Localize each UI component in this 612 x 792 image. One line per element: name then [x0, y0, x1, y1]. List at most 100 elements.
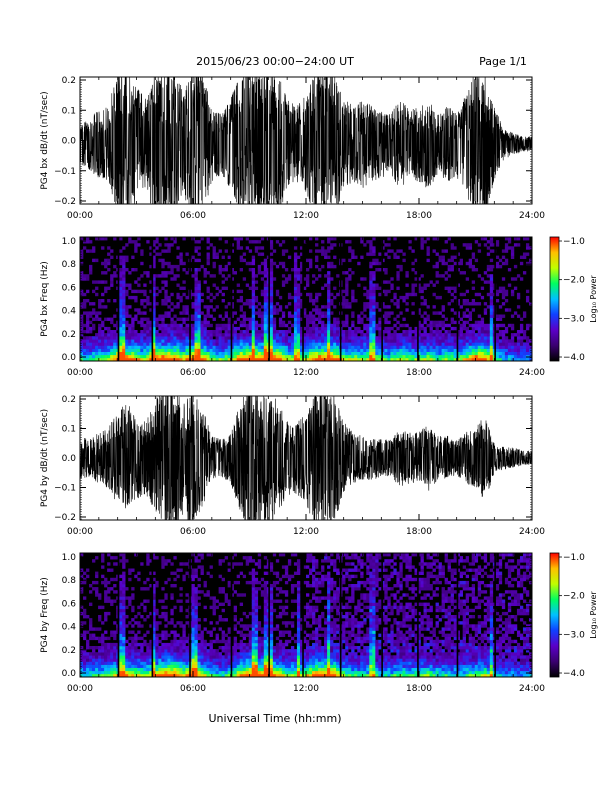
spectrogram-cell: [191, 568, 195, 572]
spectrogram-cell: [140, 636, 144, 641]
spectrogram-cell: [98, 636, 102, 641]
spectrogram-cell: [504, 258, 509, 263]
spectrogram-cell: [309, 348, 313, 352]
spectrogram-cell: [366, 348, 370, 352]
spectrogram-cell: [459, 348, 463, 352]
spectrogram-cell: [269, 264, 274, 269]
spectrogram-cell: [435, 271, 439, 275]
spectrogram-cell: [137, 243, 141, 247]
spectrogram-cell: [182, 333, 186, 337]
spectrogram-cell: [293, 252, 298, 256]
spectrogram-cell: [456, 314, 460, 318]
spectrogram-cell: [396, 326, 400, 331]
spectrogram-cell: [471, 351, 476, 356]
spectrogram-cell: [254, 593, 259, 597]
spectrogram-cell: [134, 289, 138, 294]
spectrogram-cell: [414, 292, 418, 297]
spectrogram-cell: [143, 336, 147, 340]
spectrogram-cell: [137, 673, 141, 678]
spectrogram-cell: [384, 326, 388, 331]
spectrogram-cell: [293, 302, 298, 306]
spectrogram-cell: [80, 574, 84, 579]
spectrogram-cell: [486, 274, 491, 278]
spectrogram-cell: [182, 261, 186, 266]
spectrogram-cell: [510, 354, 515, 359]
spectrogram-cell: [206, 289, 210, 294]
spectrogram-cell: [363, 277, 367, 281]
spectrogram-cell: [131, 646, 135, 650]
spectrogram-cell: [185, 608, 189, 613]
spectrogram-cell: [146, 342, 150, 346]
spectrogram-cell: [182, 652, 186, 656]
spectrogram-cell: [447, 274, 451, 278]
spectrogram-cell: [158, 339, 162, 343]
spectrogram-cell: [143, 317, 147, 321]
spectrogram-cell: [299, 357, 304, 362]
spectrogram-cell: [119, 357, 123, 362]
spectrogram-cell: [233, 354, 237, 359]
spectrogram-cell: [260, 339, 265, 343]
spectrogram-cell: [504, 357, 509, 362]
spectrogram-cell: [468, 302, 473, 306]
spectrogram-cell: [137, 320, 141, 325]
spectrogram-cell: [453, 348, 457, 352]
spectrogram-cell: [224, 556, 228, 560]
spectrogram-cell: [95, 286, 99, 290]
spectrogram-cell: [101, 664, 105, 668]
spectrogram-cell: [98, 351, 102, 356]
spectrogram-cell: [486, 342, 491, 346]
spectrogram-cell: [119, 670, 123, 675]
spectrogram-cell: [299, 280, 304, 284]
spectrogram-cell: [411, 302, 415, 306]
spectrogram-cell: [173, 605, 177, 610]
spectrogram-cell: [306, 292, 310, 297]
spectrogram-cell: [423, 311, 427, 315]
spectrogram-cell: [342, 336, 346, 340]
spectrogram-cell: [321, 240, 325, 244]
spectrogram-cell: [122, 299, 126, 303]
spectrogram-cell: [351, 292, 355, 297]
spectrogram-cell: [185, 658, 189, 662]
spectrogram-cell: [110, 274, 114, 278]
spectrogram-cell: [110, 330, 114, 334]
spectrogram-cell: [158, 652, 162, 656]
spectrogram-cell: [510, 339, 515, 343]
spectrogram-cell: [113, 646, 117, 650]
spectrogram-cell: [296, 333, 301, 337]
spectrogram-cell: [245, 354, 250, 359]
spectrogram-cell: [224, 342, 228, 346]
spectrogram-cell: [327, 326, 331, 331]
spectrogram-cell: [242, 357, 247, 362]
spectrogram-cell: [185, 636, 189, 641]
spectrogram-cell: [122, 330, 126, 334]
page-number: Page 1/1: [479, 55, 527, 68]
spectrogram-cell: [426, 342, 430, 346]
spectrogram-cell: [146, 330, 150, 334]
spectrogram-cell: [83, 615, 87, 619]
spectrogram-cell: [242, 649, 247, 653]
spectrogram-cell: [435, 345, 439, 349]
spectrogram-cell: [474, 351, 479, 356]
spectrogram-cell: [134, 661, 138, 665]
spectrogram-cell: [426, 237, 430, 241]
spectrogram-cell: [122, 274, 126, 278]
spectrogram-cell: [245, 336, 250, 340]
spectrogram-cell: [504, 330, 509, 334]
spectrogram-cell: [251, 577, 256, 582]
spectrogram-cell: [257, 264, 262, 269]
spectrogram-cell: [119, 646, 123, 650]
spectrogram-cell: [218, 615, 222, 619]
spectrogram-cell: [396, 274, 400, 278]
spectrogram-cell: [92, 258, 96, 263]
spectrogram-cell: [501, 286, 506, 290]
spectrogram-cell: [441, 333, 445, 337]
spectrogram-cell: [125, 615, 129, 619]
spectrogram-cell: [212, 611, 216, 616]
spectrogram-cell: [173, 642, 177, 647]
spectrogram-cell: [170, 354, 174, 359]
spectrogram-cell: [185, 649, 189, 653]
spectrogram-cell: [101, 333, 105, 337]
spectrogram-cell: [119, 333, 123, 337]
spectrogram-cell: [432, 342, 436, 346]
spectrogram-cell: [185, 667, 189, 672]
